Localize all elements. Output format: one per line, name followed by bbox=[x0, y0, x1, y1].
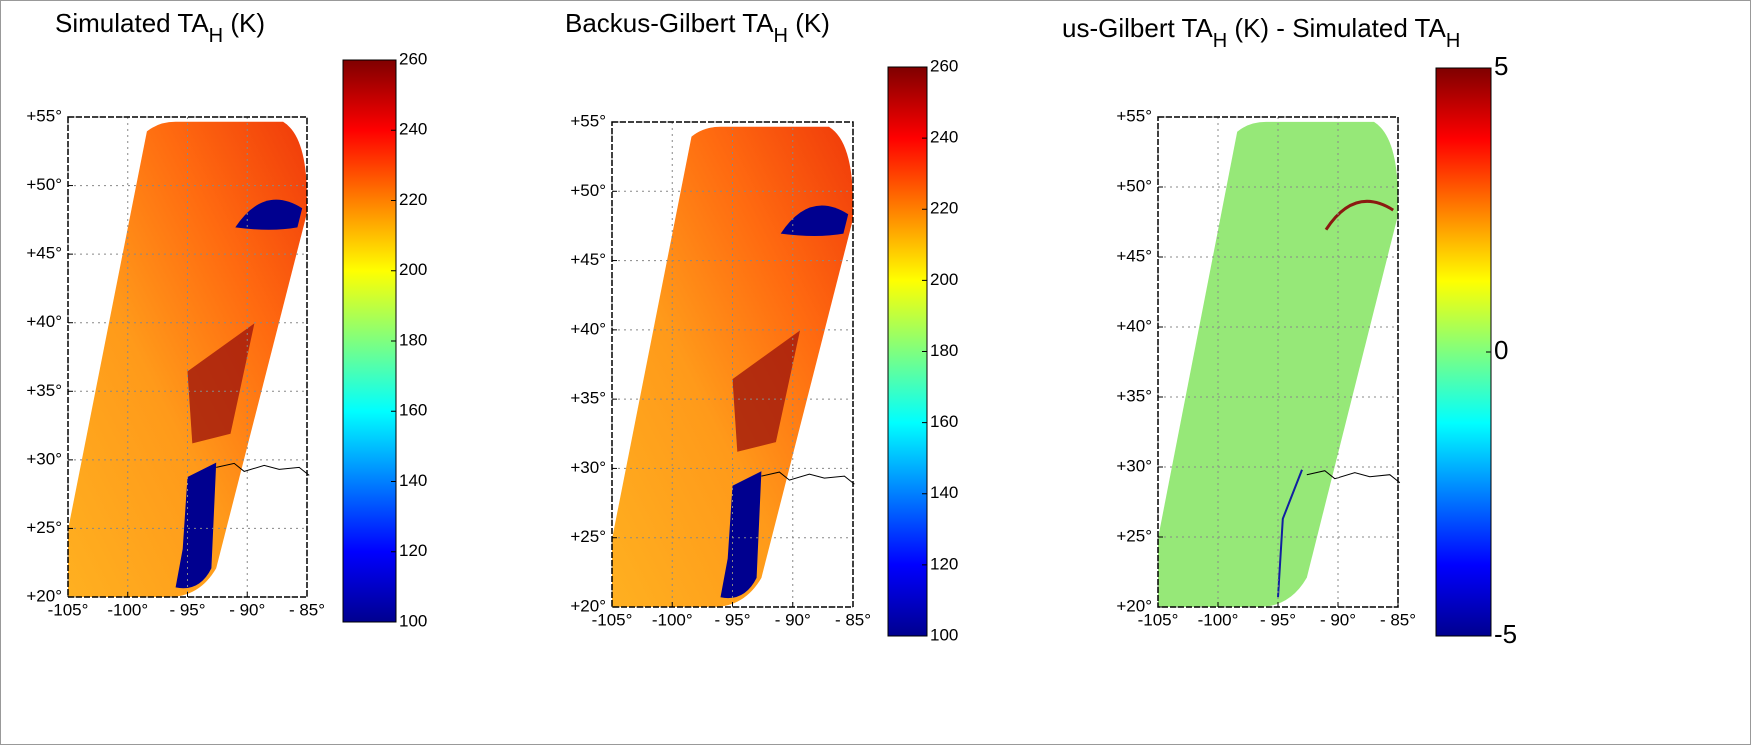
y-tick-label: +50° bbox=[570, 181, 606, 200]
y-tick-label: +40° bbox=[26, 312, 62, 331]
colorbar-tick-label: -5 bbox=[1494, 619, 1517, 649]
colorbar-tick-label: 5 bbox=[1494, 51, 1508, 81]
title-subscript: H bbox=[774, 25, 788, 47]
y-tick-label: +30° bbox=[1116, 456, 1152, 475]
x-tick-label: - 95° bbox=[714, 610, 750, 629]
y-tick-label: +35° bbox=[26, 381, 62, 400]
x-tick-label: - 85° bbox=[289, 600, 325, 619]
x-tick-label: - 90° bbox=[775, 610, 811, 629]
panel-title: Simulated TAH (K) bbox=[55, 8, 265, 47]
panel-title: us-Gilbert TAH (K) - Simulated TAH bbox=[1062, 13, 1460, 52]
y-tick-label: +45° bbox=[26, 244, 62, 263]
title-subscript: H bbox=[1213, 30, 1227, 52]
panel-title: Backus-Gilbert TAH (K) bbox=[565, 8, 830, 47]
y-tick-label: +35° bbox=[570, 389, 606, 408]
colorbar-tick-label: 200 bbox=[930, 270, 958, 289]
colorbar-tick-label: 200 bbox=[399, 260, 427, 279]
colorbar-tick-label: 220 bbox=[930, 199, 958, 218]
colorbar-tick-label: 180 bbox=[399, 330, 427, 349]
colorbar-tick-label: 0 bbox=[1494, 335, 1508, 365]
x-tick-label: -105° bbox=[48, 600, 89, 619]
gulf-region bbox=[720, 471, 762, 599]
colorbar bbox=[1435, 67, 1492, 637]
title-subscript: H bbox=[1446, 30, 1460, 52]
lake-region bbox=[235, 199, 303, 230]
y-tick-label: +55° bbox=[1116, 106, 1152, 125]
x-tick-label: - 95° bbox=[169, 600, 205, 619]
map-frame bbox=[1157, 116, 1399, 608]
hot-region bbox=[732, 330, 800, 452]
y-tick-label: +50° bbox=[26, 175, 62, 194]
x-tick-label: - 85° bbox=[835, 610, 871, 629]
map-frame bbox=[67, 116, 308, 598]
y-tick-label: +55° bbox=[570, 111, 606, 130]
title-text: (K) bbox=[788, 8, 830, 38]
coastline bbox=[761, 471, 855, 485]
map-frame bbox=[611, 121, 854, 608]
title-text: Simulated TA bbox=[55, 8, 209, 38]
y-tick-label: +30° bbox=[570, 458, 606, 477]
coastline bbox=[216, 462, 310, 476]
data-swath bbox=[612, 126, 853, 608]
x-tick-label: - 90° bbox=[1320, 610, 1356, 629]
colorbar-tick-label: 220 bbox=[399, 190, 427, 209]
y-tick-label: +20° bbox=[1116, 596, 1152, 615]
x-tick-label: - 85° bbox=[1380, 610, 1416, 629]
x-tick-label: -105° bbox=[1138, 610, 1179, 629]
colorbar-tick-label: 260 bbox=[399, 49, 427, 68]
y-tick-label: +45° bbox=[1116, 246, 1152, 265]
gulf-region bbox=[175, 462, 217, 589]
y-tick-label: +25° bbox=[570, 527, 606, 546]
hot-region bbox=[187, 323, 255, 444]
x-tick-label: - 90° bbox=[229, 600, 265, 619]
colorbar-tick-label: 180 bbox=[930, 341, 958, 360]
y-tick-label: +40° bbox=[570, 319, 606, 338]
colorbar-tick-label: 240 bbox=[930, 128, 958, 147]
colorbar-tick-label: 140 bbox=[399, 471, 427, 490]
y-tick-label: +45° bbox=[570, 250, 606, 269]
colorbar-tick-label: 140 bbox=[930, 483, 958, 502]
coastline bbox=[1306, 470, 1401, 484]
y-tick-label: +50° bbox=[1116, 176, 1152, 195]
colorbar-tick-label: 120 bbox=[930, 554, 958, 573]
x-tick-label: -105° bbox=[592, 610, 633, 629]
colorbar-tick-label: 100 bbox=[399, 611, 427, 630]
x-tick-label: -100° bbox=[652, 610, 693, 629]
lake-region bbox=[780, 205, 849, 236]
x-tick-label: - 95° bbox=[1260, 610, 1296, 629]
colorbar-tick-label: 240 bbox=[399, 120, 427, 139]
title-text: (K) bbox=[223, 8, 265, 38]
x-tick-label: -100° bbox=[1198, 610, 1239, 629]
colorbar-tick-label: 120 bbox=[399, 541, 427, 560]
title-text: Backus-Gilbert TA bbox=[565, 8, 774, 38]
colorbar-tick-label: 260 bbox=[930, 56, 958, 75]
colorbar-tick-label: 160 bbox=[930, 412, 958, 431]
title-text: (K) - Simulated TA bbox=[1227, 13, 1446, 43]
colorbar-tick-label: 100 bbox=[930, 625, 958, 644]
colorbar-tick-label: 160 bbox=[399, 401, 427, 420]
y-tick-label: +30° bbox=[26, 449, 62, 468]
x-tick-label: -100° bbox=[107, 600, 148, 619]
y-tick-label: +40° bbox=[1116, 316, 1152, 335]
title-text: us-Gilbert TA bbox=[1062, 13, 1213, 43]
coast-difference bbox=[1277, 469, 1303, 598]
lake-difference bbox=[1324, 199, 1395, 231]
colorbar bbox=[342, 59, 397, 623]
y-tick-label: +25° bbox=[26, 518, 62, 537]
y-tick-label: +20° bbox=[26, 586, 62, 605]
y-tick-label: +20° bbox=[570, 596, 606, 615]
y-tick-label: +25° bbox=[1116, 526, 1152, 545]
colorbar bbox=[887, 66, 928, 637]
y-tick-label: +55° bbox=[26, 106, 62, 125]
y-tick-label: +35° bbox=[1116, 386, 1152, 405]
title-subscript: H bbox=[209, 25, 223, 47]
